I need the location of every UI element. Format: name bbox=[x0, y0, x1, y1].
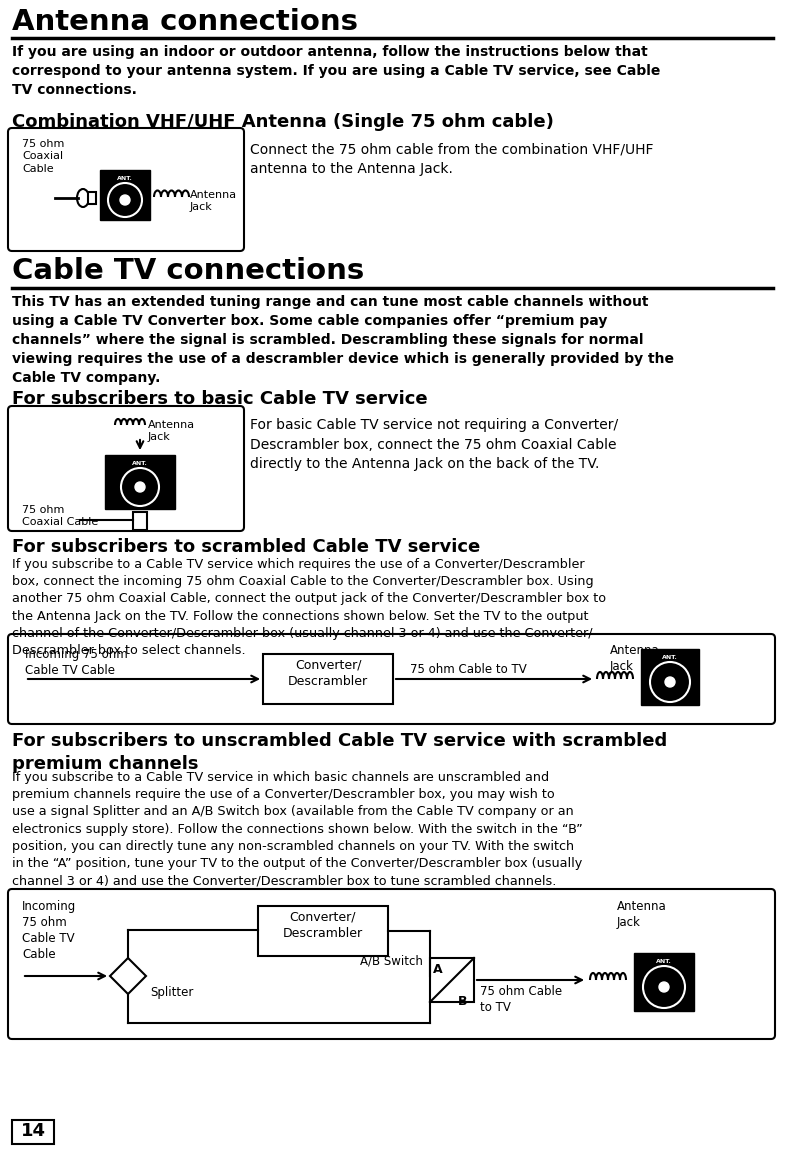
Text: For subscribers to scrambled Cable TV service: For subscribers to scrambled Cable TV se… bbox=[12, 538, 480, 556]
Bar bbox=[430, 958, 474, 1003]
Text: This TV has an extended tuning range and can tune most cable channels without
us: This TV has an extended tuning range and… bbox=[12, 295, 674, 384]
Text: Antenna
Jack: Antenna Jack bbox=[148, 420, 195, 442]
Text: A: A bbox=[433, 963, 443, 976]
Text: 14: 14 bbox=[20, 1122, 46, 1139]
Circle shape bbox=[120, 195, 130, 205]
Text: Connect the 75 ohm cable from the combination VHF/UHF
antenna to the Antenna Jac: Connect the 75 ohm cable from the combin… bbox=[250, 142, 653, 175]
Text: For subscribers to basic Cable TV service: For subscribers to basic Cable TV servic… bbox=[12, 390, 428, 407]
FancyBboxPatch shape bbox=[8, 889, 775, 1039]
Text: Converter/
Descrambler: Converter/ Descrambler bbox=[288, 658, 368, 688]
Text: A/B Switch: A/B Switch bbox=[360, 954, 423, 967]
Polygon shape bbox=[110, 958, 146, 994]
Text: ANT.: ANT. bbox=[656, 959, 672, 965]
Text: ANT.: ANT. bbox=[117, 176, 133, 181]
FancyBboxPatch shape bbox=[8, 634, 775, 724]
Bar bbox=[100, 170, 150, 220]
Bar bbox=[105, 455, 175, 509]
Text: If you subscribe to a Cable TV service which requires the use of a Converter/Des: If you subscribe to a Cable TV service w… bbox=[12, 558, 606, 657]
Text: 75 ohm
Coaxial Cable: 75 ohm Coaxial Cable bbox=[22, 505, 98, 527]
Text: For basic Cable TV service not requiring a Converter/
Descrambler box, connect t: For basic Cable TV service not requiring… bbox=[250, 418, 618, 471]
Text: 75 ohm Cable
to TV: 75 ohm Cable to TV bbox=[480, 985, 562, 1014]
Text: Incoming 75 ohm
Cable TV Cable: Incoming 75 ohm Cable TV Cable bbox=[25, 648, 128, 677]
Bar bbox=[641, 649, 699, 706]
Text: Combination VHF/UHF Antenna (Single 75 ohm cable): Combination VHF/UHF Antenna (Single 75 o… bbox=[12, 113, 554, 131]
Text: Splitter: Splitter bbox=[150, 986, 193, 999]
Text: B: B bbox=[458, 994, 468, 1008]
Text: Incoming
75 ohm
Cable TV
Cable: Incoming 75 ohm Cable TV Cable bbox=[22, 900, 76, 961]
Circle shape bbox=[135, 482, 145, 491]
FancyBboxPatch shape bbox=[8, 128, 244, 251]
Circle shape bbox=[659, 982, 669, 992]
Bar bbox=[258, 906, 388, 956]
Text: Antenna
Jack: Antenna Jack bbox=[190, 190, 237, 213]
FancyBboxPatch shape bbox=[8, 406, 244, 531]
Text: If you subscribe to a Cable TV service in which basic channels are unscrambled a: If you subscribe to a Cable TV service i… bbox=[12, 771, 582, 887]
Bar bbox=[634, 953, 694, 1011]
Text: 75 ohm
Coaxial
Cable: 75 ohm Coaxial Cable bbox=[22, 139, 64, 174]
Text: ANT.: ANT. bbox=[662, 655, 678, 660]
Bar bbox=[263, 654, 393, 704]
Text: 75 ohm Cable to TV: 75 ohm Cable to TV bbox=[410, 663, 527, 676]
Text: For subscribers to unscrambled Cable TV service with scrambled
premium channels: For subscribers to unscrambled Cable TV … bbox=[12, 732, 667, 773]
Text: ANT.: ANT. bbox=[132, 462, 148, 466]
Text: Antenna
Jack: Antenna Jack bbox=[617, 900, 666, 929]
Bar bbox=[133, 512, 147, 529]
Text: Cable TV connections: Cable TV connections bbox=[12, 257, 364, 285]
Text: If you are using an indoor or outdoor antenna, follow the instructions below tha: If you are using an indoor or outdoor an… bbox=[12, 45, 660, 97]
Bar bbox=[88, 192, 96, 204]
Ellipse shape bbox=[77, 189, 89, 207]
Text: Converter/
Descrambler: Converter/ Descrambler bbox=[283, 910, 363, 940]
Text: Antenna
Jack: Antenna Jack bbox=[610, 645, 659, 673]
Bar bbox=[12, 1120, 54, 1144]
Text: Antenna connections: Antenna connections bbox=[12, 8, 358, 36]
Circle shape bbox=[665, 677, 675, 687]
